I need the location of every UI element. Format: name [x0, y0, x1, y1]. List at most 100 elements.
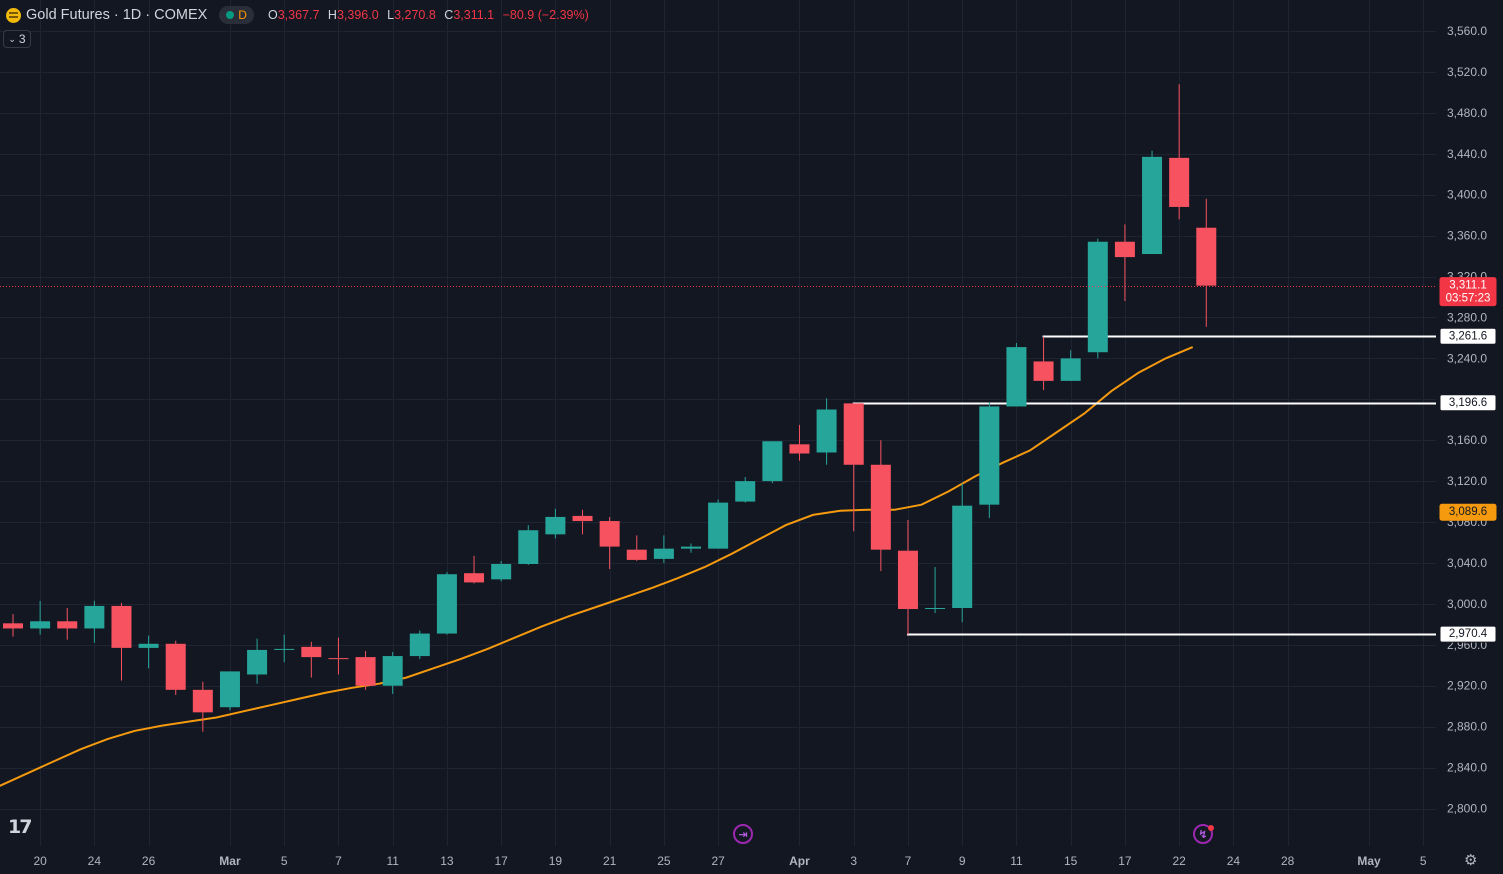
candle-body [301, 646, 322, 658]
price-axis-label: 3,160.0 [1447, 433, 1487, 447]
candle-body [572, 515, 593, 522]
candle [1196, 198, 1217, 327]
market-open-dot [226, 11, 235, 19]
time-axis-label: 21 [603, 854, 617, 868]
candle [1033, 336, 1054, 391]
market-status-badge[interactable]: D [219, 6, 254, 24]
time-axis-label: 27 [711, 854, 725, 868]
candle-body [328, 658, 349, 660]
candle-body [762, 441, 783, 482]
candle [708, 499, 729, 549]
time-axis-label: 3 [850, 854, 857, 868]
candle [328, 637, 349, 675]
candle [3, 614, 23, 637]
candle-body [545, 516, 566, 535]
candle-body [138, 643, 159, 648]
candle [111, 602, 132, 681]
last-price-tag-box [1439, 277, 1497, 307]
price-axis-label: 3,520.0 [1447, 65, 1487, 79]
level-price-tag-box [1439, 625, 1497, 643]
candle [789, 424, 810, 461]
forward-arrow-icon[interactable]: ⇥ [733, 824, 753, 844]
level-price-tag: 3,261.6 [1439, 327, 1497, 345]
candle-body [1142, 156, 1163, 255]
indicators-count: 3 [18, 32, 26, 46]
candle-body [274, 648, 295, 650]
high-label: H [327, 8, 337, 22]
level-price-tag-text: 3,196.6 [1449, 397, 1487, 409]
time-axis-label: 7 [335, 854, 342, 868]
moving-average-tag-box [1439, 503, 1497, 521]
candle [925, 567, 946, 614]
time-axis-label: 26 [142, 854, 156, 868]
candle-body [735, 481, 756, 502]
last-price-tag: 3,311.103:57:23 [1439, 277, 1497, 307]
candle [219, 671, 240, 711]
level-price-tag: 2,970.4 [1439, 625, 1497, 643]
candle [409, 630, 430, 660]
candle-body [491, 563, 512, 580]
candle-body [626, 549, 647, 560]
candle [491, 560, 512, 582]
settings-gear-icon[interactable]: ⚙ [1464, 852, 1478, 869]
status-label: D [238, 8, 247, 22]
tradingview-logo-icon[interactable]: 17 [8, 816, 32, 838]
candle [1087, 238, 1108, 359]
candle [952, 483, 973, 623]
time-axis-label: 22 [1172, 854, 1186, 868]
legend-header: Gold Futures · 1D · COMEX D O3,367.7 H3,… [6, 5, 594, 25]
price-axis-label: 3,560.0 [1447, 24, 1487, 38]
candle-body [165, 643, 186, 690]
candle [138, 635, 159, 669]
moving-average-tag: 3,089.6 [1439, 503, 1497, 521]
close-value: 3,311.1 [453, 8, 495, 22]
candles[interactable] [3, 84, 1217, 732]
candle-body [708, 502, 729, 549]
level-price-tag: 3,196.6 [1439, 394, 1497, 412]
time-axis-label: 13 [440, 854, 454, 868]
candle-body [111, 605, 132, 648]
candle-body [653, 548, 674, 559]
time-axis-label: 25 [657, 854, 671, 868]
price-axis-label: 3,480.0 [1447, 106, 1487, 120]
candle-body [518, 530, 539, 564]
candle [301, 641, 322, 678]
price-axis-label: 2,920.0 [1447, 679, 1487, 693]
price-axis-label: 3,360.0 [1447, 229, 1487, 243]
gold-logo-icon [6, 7, 21, 23]
horizontal-levels[interactable] [852, 335, 1436, 636]
candle-body [816, 409, 837, 453]
moving-average-line [0, 346, 1194, 787]
price-axis-label: 3,040.0 [1447, 556, 1487, 570]
candle-body [247, 649, 268, 675]
candle-body [30, 621, 51, 629]
candle-body [84, 605, 105, 629]
price-axis[interactable]: 3,560.0 3,520.0 3,480.0 3,440.0 3,400.0 3,360… [1447, 24, 1487, 816]
candle-body [219, 671, 240, 708]
time-axis[interactable]: 20 24 26 Mar 5 7 11 13 17 19 21 25 27 Apr 3 7 9 11 15 17 22 2… [33, 854, 1426, 868]
candle-body [436, 574, 457, 634]
time-axis-label: 11 [1010, 854, 1023, 868]
time-axis-label: 5 [1420, 854, 1427, 868]
symbol-title[interactable]: Gold Futures · 1D · COMEX [26, 7, 208, 23]
candle [572, 509, 593, 535]
candle [1060, 350, 1081, 381]
close-label: C [444, 8, 454, 22]
time-axis-label: Mar [219, 854, 241, 868]
candle-body [1087, 241, 1108, 353]
candle-body [464, 573, 485, 583]
indicators-toggle-button[interactable]: ⌄ 3 [3, 30, 31, 48]
candle-body [382, 656, 403, 686]
open-label: O [267, 8, 278, 22]
candle [599, 516, 620, 570]
candle [1169, 84, 1190, 220]
candle-body [1060, 358, 1081, 381]
candle [382, 651, 403, 694]
time-axis-label: 19 [549, 854, 563, 868]
candle-body [789, 444, 810, 454]
lightning-icon[interactable]: ↯ [1193, 824, 1213, 844]
change-value: −80.9 (−2.39%) [502, 8, 589, 22]
low-label: L [387, 8, 395, 22]
candle [1142, 150, 1163, 255]
